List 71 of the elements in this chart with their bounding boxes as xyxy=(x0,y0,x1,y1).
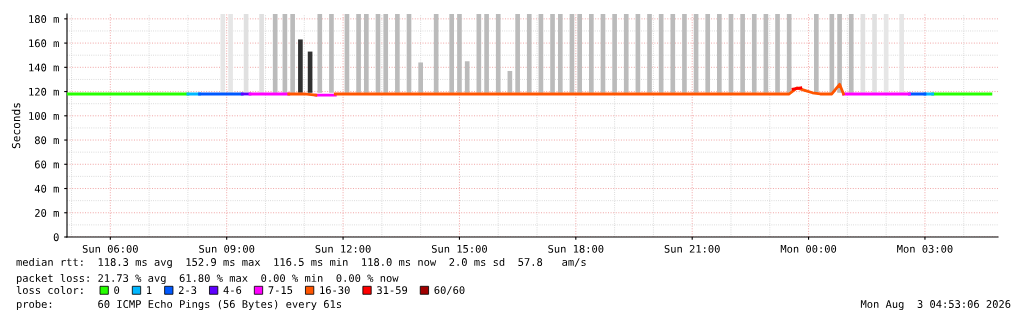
bar xyxy=(526,14,532,93)
bar xyxy=(383,14,389,93)
bar xyxy=(484,14,489,93)
bar xyxy=(775,14,780,93)
legend-label: 2-3 xyxy=(178,286,197,295)
y-tick-label: 140 m xyxy=(29,63,59,72)
bar xyxy=(228,14,233,93)
y-tick-label: 120 m xyxy=(29,87,59,96)
bar xyxy=(356,14,361,93)
bar xyxy=(272,14,278,93)
bar xyxy=(589,14,594,93)
bar xyxy=(515,14,520,93)
x-tick-label: Mon 00:00 xyxy=(780,244,837,253)
x-tick-label: Sun 06:00 xyxy=(82,244,138,253)
bar xyxy=(495,14,501,93)
bar xyxy=(814,14,819,93)
legend-label: 0 xyxy=(114,286,120,295)
y-tick-label: 60 m xyxy=(34,160,59,169)
bar xyxy=(298,39,303,93)
text: Mon Aug 3 04:53:06 2026 xyxy=(860,300,1011,311)
bar xyxy=(623,14,629,93)
legend-label: 60/60 xyxy=(434,286,465,295)
bar xyxy=(872,14,877,93)
bar xyxy=(717,14,722,93)
x-tick-label: Mon 03:00 xyxy=(897,244,953,253)
legend-title: loss color: xyxy=(16,285,83,295)
bar xyxy=(848,14,854,93)
bar xyxy=(457,14,462,93)
bar xyxy=(577,14,583,93)
bar xyxy=(364,14,369,93)
x-tick-label: Sun 15:00 xyxy=(431,244,487,253)
bar xyxy=(837,14,842,93)
text: median rtt: 118.3 ms avg 152.9 ms max 116.5 ms min 118.0 ms now 2.0 ms sd 57.8 am/s xyxy=(16,257,586,269)
y-tick-label: 20 m xyxy=(35,209,59,217)
bar xyxy=(449,14,455,93)
y-tick-label: 180 m xyxy=(29,15,59,23)
x-tick-label: Sun 18:00 xyxy=(548,244,604,253)
y-tick-label: 160 m xyxy=(29,39,59,48)
bar xyxy=(220,14,226,93)
bar xyxy=(682,14,687,93)
y-axis-title: Seconds xyxy=(11,103,21,149)
bar xyxy=(557,14,563,93)
text: packet loss: 21.73 % avg 61.80 % max 0.00 % min 0.00 % now xyxy=(16,273,399,285)
bar xyxy=(329,14,334,93)
x-tick-label: Sun 12:00 xyxy=(315,244,371,253)
bar xyxy=(550,14,555,93)
bar xyxy=(612,14,617,93)
x-tick-label: Sun 21:00 xyxy=(664,244,720,253)
bar xyxy=(317,14,323,93)
bar xyxy=(647,14,652,93)
y-tick-label: 40 m xyxy=(34,184,59,193)
bar xyxy=(464,61,470,93)
bar xyxy=(740,14,745,93)
bar xyxy=(395,14,400,93)
bar xyxy=(751,14,757,93)
legend-label: 7-15 xyxy=(268,286,293,295)
bar xyxy=(259,14,264,93)
y-tick-label: 0 xyxy=(53,233,59,242)
text: probe: 60 ICMP Echo Pings (56 Bytes) every 61s xyxy=(16,299,342,311)
legend-label: 1 xyxy=(147,286,152,294)
bar xyxy=(705,14,711,93)
legend-label: 31-59 xyxy=(377,286,408,295)
bar xyxy=(899,14,904,93)
bar xyxy=(418,62,423,93)
bar xyxy=(670,14,676,93)
x-tick-label: Sun 09:00 xyxy=(199,244,255,253)
y-tick-label: 100 m xyxy=(29,112,59,120)
legend-label: 16-30 xyxy=(320,286,350,295)
bar xyxy=(290,14,295,93)
legend-label: 4-6 xyxy=(223,286,242,295)
y-tick-label: 80 m xyxy=(34,136,59,145)
